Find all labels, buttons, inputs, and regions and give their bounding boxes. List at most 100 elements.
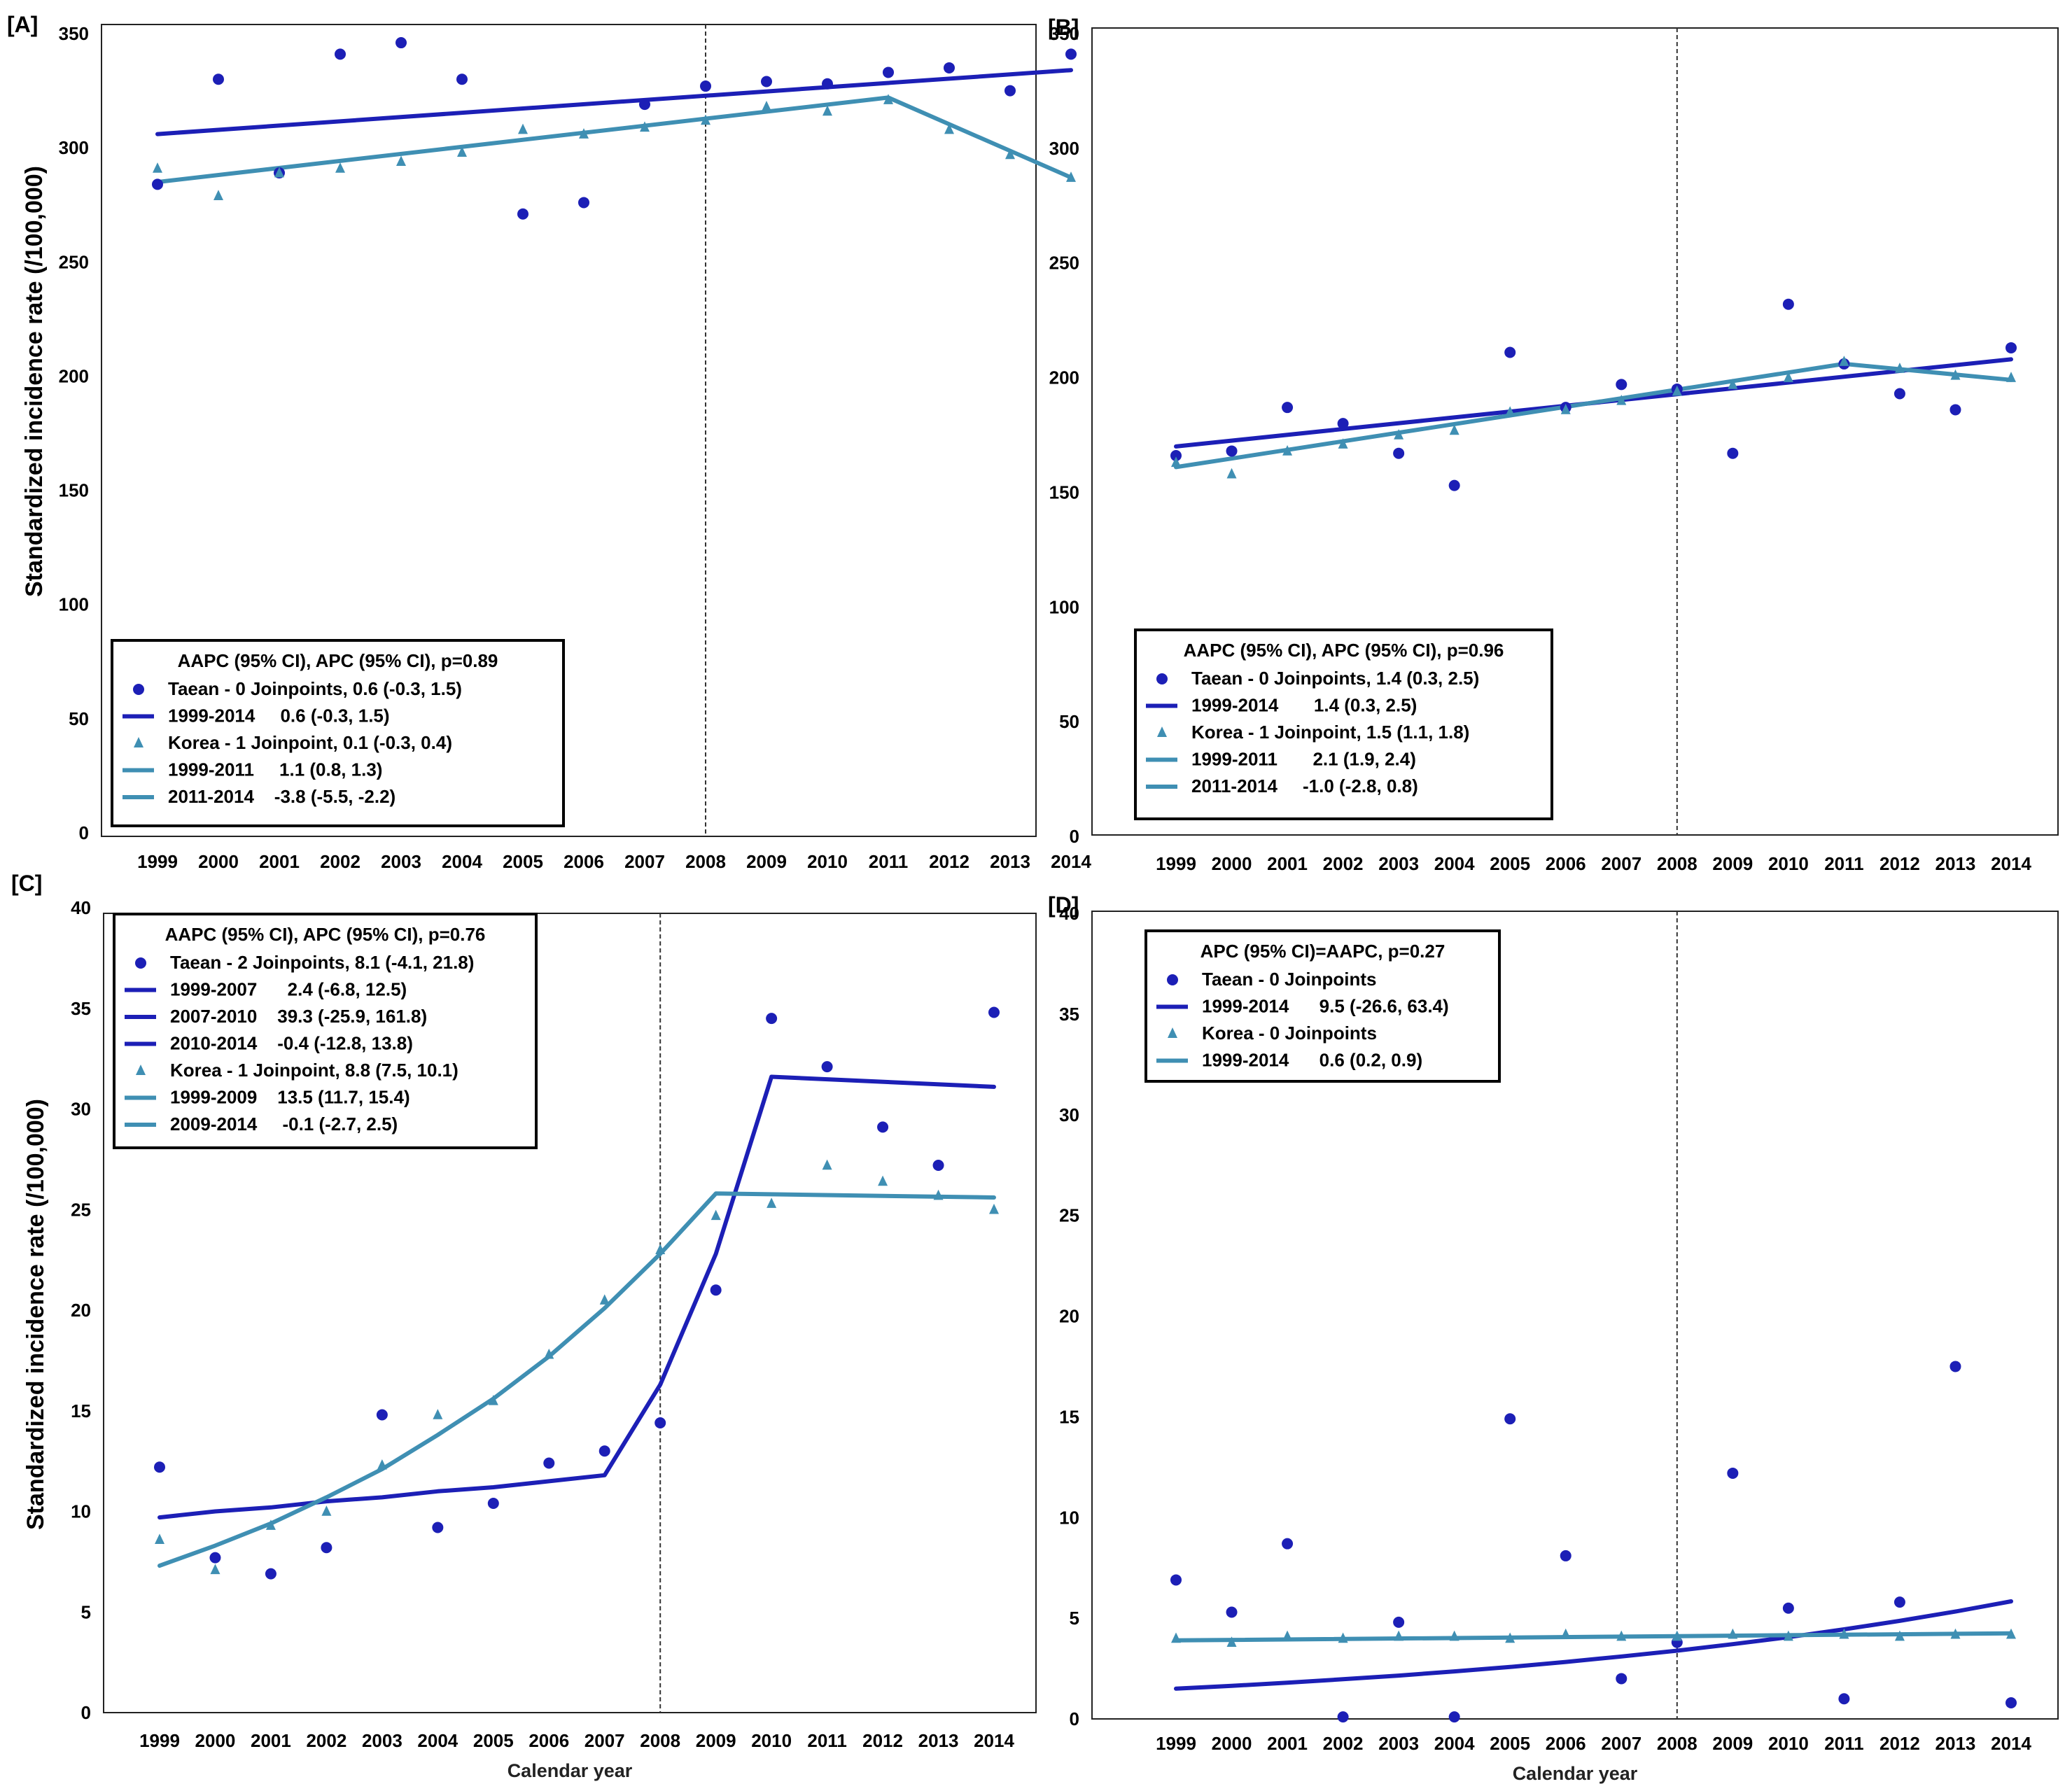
korea-point (1560, 1628, 1571, 1639)
legend-dot-icon (135, 957, 146, 969)
taean-point (1337, 1711, 1349, 1723)
legend: AAPC (95% CI), APC (95% CI), p=0.96 Taean… (1134, 628, 1553, 820)
x-tick-label: 2000 (195, 1730, 236, 1751)
y-tick-label: 350 (59, 23, 89, 44)
x-tick-label: 2001 (1267, 853, 1308, 874)
y-tick-label: 30 (1059, 1104, 1079, 1125)
korea-point (1616, 394, 1627, 405)
y-tick-label: 15 (71, 1400, 91, 1421)
korea-point (1338, 438, 1348, 449)
x-tick-label: 2014 (1991, 853, 2031, 874)
x-tick-label: 2010 (1768, 1733, 1809, 1754)
korea-point (883, 94, 893, 104)
x-tick-label: 2001 (1267, 1733, 1308, 1754)
taean-point (654, 1417, 666, 1428)
series-line-korea (158, 1191, 996, 1568)
legend-triangle-icon (134, 737, 144, 747)
series-line-korea (1174, 1631, 2013, 1643)
x-tick-label: 2002 (320, 851, 360, 872)
taean-point (1949, 1361, 1961, 1372)
korea-point (1616, 1630, 1627, 1641)
x-tick-label: 2004 (1434, 1733, 1475, 1754)
x-tick-label: 2005 (503, 851, 543, 872)
legend-box (1144, 929, 1501, 1083)
korea-point (274, 167, 284, 178)
korea-point (1066, 171, 1076, 182)
x-tick-label: 2007 (584, 1730, 625, 1751)
taean-point (1282, 402, 1294, 414)
x-tick-label: 2004 (417, 1730, 458, 1751)
y-tick-label: 0 (1070, 826, 1079, 847)
x-tick-label: 2012 (1879, 853, 1920, 874)
y-tick-label: 20 (1059, 1306, 1079, 1327)
x-tick-label: 2009 (746, 851, 787, 872)
taean-point (152, 178, 163, 190)
taean-point (1782, 298, 1794, 310)
panel-label: [B] (1048, 15, 1079, 40)
y-tick-label: 15 (1059, 1406, 1079, 1427)
korea-point (1728, 379, 1738, 389)
legend-entry: Taean - 0 Joinpoints (1202, 969, 1376, 990)
taean-point (376, 1409, 388, 1421)
legend-entry: Taean - 0 Joinpoints, 1.4 (0.3, 2.5) (1191, 668, 1479, 689)
legend-title: APC (95% CI)=AAPC, p=0.27 (1200, 941, 1446, 962)
taean-point (766, 1013, 778, 1025)
y-tick-label: 200 (1049, 367, 1079, 388)
korea-point (1394, 429, 1404, 440)
legend-title: AAPC (95% CI), APC (95% CI), p=0.76 (165, 924, 486, 945)
korea-point (1783, 372, 1793, 382)
y-tick-label: 40 (1059, 903, 1079, 924)
y-tick-label: 300 (59, 137, 89, 158)
legend-dot-icon (133, 684, 144, 695)
x-tick-label: 2010 (751, 1730, 792, 1751)
legend: AAPC (95% CI), APC (95% CI), p=0.89 Taean… (111, 639, 565, 827)
korea-point (944, 123, 954, 134)
korea-point (1839, 356, 1849, 366)
x-tick-label: 2002 (1323, 1733, 1364, 1754)
legend-title: AAPC (95% CI), APC (95% CI), p=0.96 (1184, 640, 1504, 661)
legend-entry: Taean - 2 Joinpoints, 8.1 (-4.1, 21.8) (170, 952, 474, 973)
taean-point (1170, 449, 1182, 461)
x-tick-label: 2012 (862, 1730, 903, 1751)
taean-point (1893, 1596, 1905, 1608)
taean-point (1226, 445, 1238, 457)
korea-point (1728, 1628, 1738, 1639)
legend-entry: Korea - 1 Joinpoint, 1.5 (1.1, 1.8) (1191, 722, 1469, 743)
legend-entry: 2011-2014 -3.8 (-5.5, -2.2) (168, 786, 396, 807)
korea-point (1505, 406, 1516, 417)
legend: AAPC (95% CI), APC (95% CI), p=0.76 Taean… (113, 913, 538, 1149)
legend-entry: Korea - 0 Joinpoints (1202, 1023, 1377, 1044)
legend-entry: 2007-2010 39.3 (-25.9, 161.8) (170, 1006, 427, 1027)
legend-entry: 2011-2014 -1.0 (-2.8, 0.8) (1191, 775, 1418, 796)
korea-point (762, 101, 771, 111)
legend-triangle-icon (136, 1065, 146, 1075)
legend-title: AAPC (95% CI), APC (95% CI), p=0.89 (178, 650, 498, 671)
x-tick-label: 2010 (1768, 853, 1809, 874)
taean-point (1226, 1606, 1238, 1618)
taean-point (2005, 342, 2017, 353)
legend-triangle-icon (1157, 726, 1167, 737)
korea-point (989, 1203, 999, 1214)
legend-entry: Korea - 1 Joinpoint, 0.1 (-0.3, 0.4) (168, 732, 452, 753)
legend-entry: 1999-2009 13.5 (11.7, 15.4) (170, 1087, 410, 1108)
korea-point (640, 121, 650, 132)
legend-entry: 2009-2014 -0.1 (-2.7, 2.5) (170, 1114, 398, 1135)
plot-frame (101, 24, 1037, 837)
taean-point (877, 1121, 889, 1133)
taean-point (456, 73, 468, 85)
taean-point (1448, 479, 1460, 491)
x-tick-label: 1999 (1156, 1733, 1196, 1754)
x-tick-label: 2013 (918, 1730, 959, 1751)
taean-point (1949, 404, 1961, 416)
x-axis-title: Calendar year (1513, 1763, 1638, 1784)
y-tick-label: 200 (59, 365, 89, 386)
x-tick-label: 1999 (1156, 853, 1196, 874)
legend-triangle-icon (1168, 1027, 1177, 1038)
taean-point (543, 1457, 555, 1469)
korea-point (710, 1209, 721, 1221)
taean-point (2005, 1697, 2017, 1708)
korea-point (878, 1175, 888, 1186)
x-tick-label: 2011 (807, 1730, 846, 1751)
korea-point (321, 1505, 332, 1516)
